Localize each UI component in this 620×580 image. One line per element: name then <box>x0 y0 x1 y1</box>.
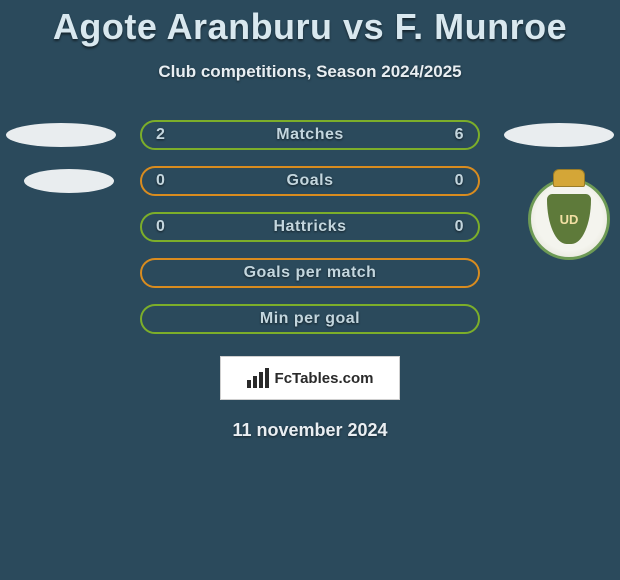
comparison-row: Goals per match <box>0 250 620 296</box>
comparison-row: 0 Goals 0 <box>0 158 620 204</box>
bars-icon <box>247 368 269 388</box>
stat-label: Goals <box>287 172 334 190</box>
stat-label: Hattricks <box>274 218 347 236</box>
team-badge-left <box>6 123 116 147</box>
comparison-row: Min per goal <box>0 296 620 342</box>
stat-value-right: 0 <box>455 218 464 236</box>
stat-bar: Goals per match <box>140 258 480 288</box>
comparison-row: 0 Hattricks 0 <box>0 204 620 250</box>
stat-bar: 0 Hattricks 0 <box>140 212 480 242</box>
stat-value-left: 0 <box>156 172 165 190</box>
stat-bar: 0 Goals 0 <box>140 166 480 196</box>
stat-bar: Min per goal <box>140 304 480 334</box>
team-badge-left <box>24 169 114 193</box>
brand-label: FcTables.com <box>275 370 374 387</box>
stat-value-left: 2 <box>156 126 165 144</box>
stat-label: Matches <box>276 126 344 144</box>
stat-bar: 2 Matches 6 <box>140 120 480 150</box>
comparison-row: 2 Matches 6 <box>0 112 620 158</box>
stat-value-right: 0 <box>455 172 464 190</box>
club-badge: UD <box>528 178 610 260</box>
comparison-date: 11 november 2024 <box>0 420 620 441</box>
stat-value-right: 6 <box>455 126 464 144</box>
stat-label: Min per goal <box>260 310 360 328</box>
stat-label: Goals per match <box>244 264 377 282</box>
team-badge-right <box>504 123 614 147</box>
stat-value-left: 0 <box>156 218 165 236</box>
club-badge-text: UD <box>547 194 591 244</box>
brand-box: FcTables.com <box>220 356 400 400</box>
comparison-rows: 2 Matches 6 0 Goals 0 0 Hattricks 0 Goals per mat… <box>0 112 620 342</box>
comparison-title: Agote Aranburu vs F. Munroe <box>0 0 620 48</box>
comparison-subtitle: Club competitions, Season 2024/2025 <box>0 62 620 82</box>
